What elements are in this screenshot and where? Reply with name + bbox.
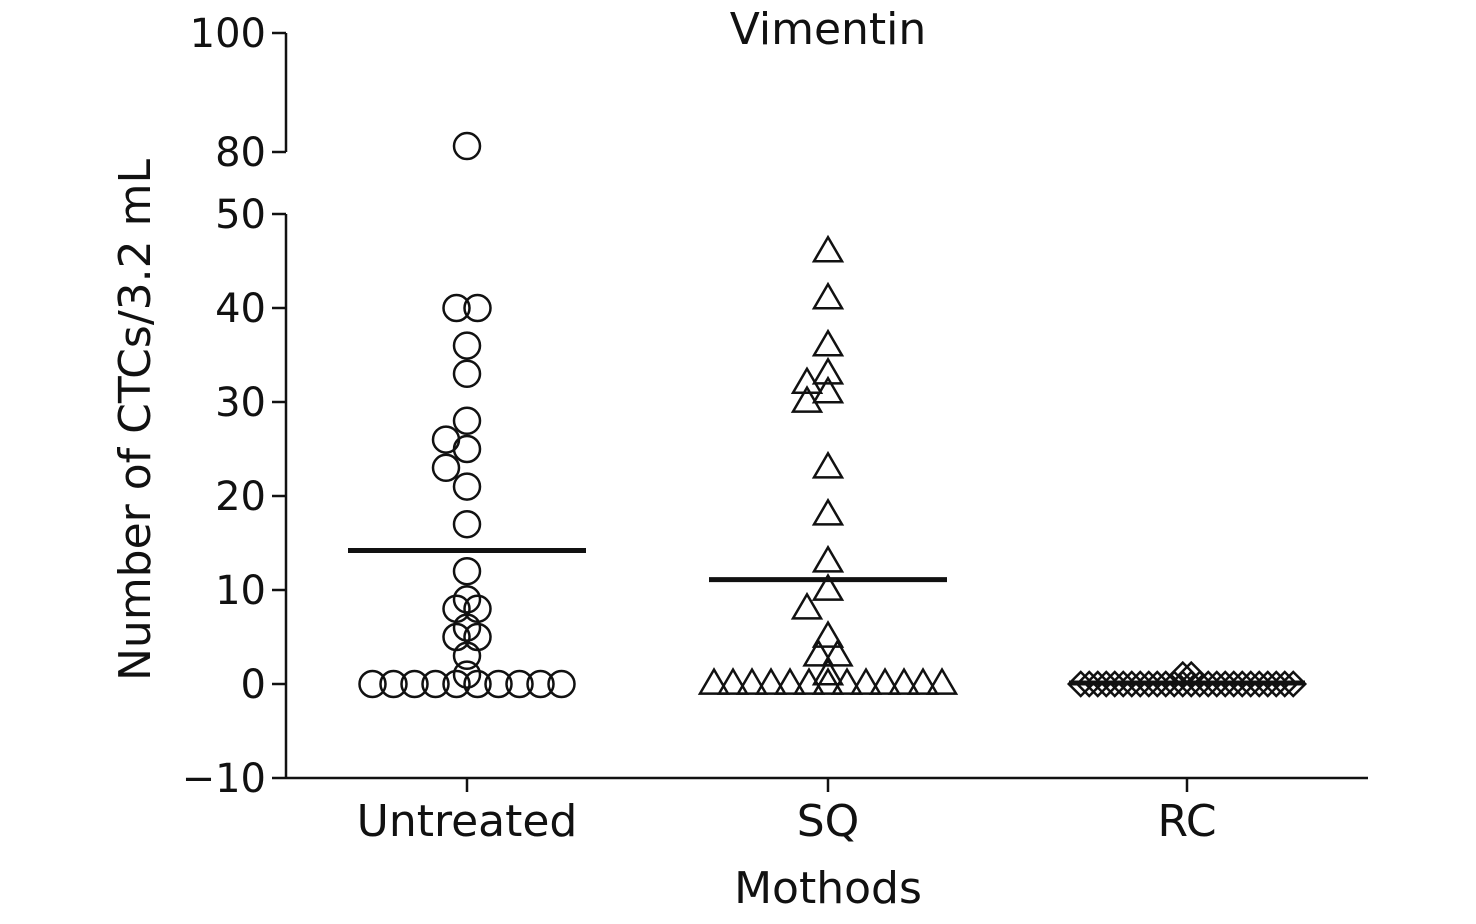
point-triangle xyxy=(754,667,788,695)
point-circle xyxy=(547,669,576,699)
point-triangle xyxy=(790,385,824,413)
point-triangle xyxy=(792,667,826,695)
point-triangle xyxy=(811,356,845,385)
point-triangle xyxy=(811,573,845,601)
point-circle xyxy=(505,669,534,699)
y-tick-label: 40 xyxy=(215,286,266,332)
point-triangle xyxy=(849,667,883,695)
point-circle xyxy=(452,331,482,360)
chart-title: Vimentin xyxy=(730,4,927,55)
point-triangle xyxy=(773,667,807,695)
point-circle xyxy=(452,472,482,501)
point-circle xyxy=(452,359,482,389)
y-tick-label: 100 xyxy=(190,11,266,57)
y-axis-title: Number of CTCs/3.2 mL xyxy=(110,159,161,681)
point-triangle xyxy=(716,667,750,695)
point-triangle xyxy=(790,366,824,395)
point-triangle xyxy=(811,375,845,404)
y-tick-label: 50 xyxy=(215,192,266,238)
point-circle xyxy=(452,641,482,671)
point-circle xyxy=(463,669,492,699)
point-circle xyxy=(442,293,471,323)
point-triangle xyxy=(925,667,959,695)
point-triangle xyxy=(906,667,940,695)
point-circle xyxy=(452,406,482,436)
point-triangle xyxy=(811,450,845,479)
point-triangle xyxy=(697,667,731,695)
point-circle xyxy=(452,613,482,642)
x-tick-label: Untreated xyxy=(357,796,578,847)
point-triangle xyxy=(811,328,845,357)
point-circle xyxy=(452,585,482,614)
point-circle xyxy=(400,669,429,699)
point-triangle xyxy=(868,667,902,695)
point-circle xyxy=(463,293,492,323)
point-circle xyxy=(452,556,482,586)
point-triangle xyxy=(790,591,824,620)
point-diamond xyxy=(1270,670,1299,698)
point-triangle xyxy=(811,620,845,648)
y-tick-label: 80 xyxy=(215,130,266,176)
mean-lines xyxy=(348,548,1305,686)
point-circle xyxy=(526,669,555,699)
point-diamond xyxy=(1279,670,1308,698)
x-tick-label: RC xyxy=(1157,796,1216,847)
data-points xyxy=(358,131,1308,699)
y-tick-label: 30 xyxy=(215,380,266,426)
y-tick-label: 20 xyxy=(215,474,266,520)
y-tick-label: 0 xyxy=(241,662,266,708)
point-circle xyxy=(421,669,450,699)
point-circle xyxy=(452,131,482,161)
y-tick-label: −10 xyxy=(182,756,266,802)
point-triangle xyxy=(887,667,921,695)
point-triangle xyxy=(811,281,845,310)
y-axis-ticks: −10 0 10 20 30 40 50 80 100 xyxy=(182,11,286,802)
x-axis-ticks: Untreated SQ RC xyxy=(357,778,1217,847)
point-triangle xyxy=(802,638,835,667)
point-circle xyxy=(431,453,461,483)
point-triangle xyxy=(735,667,769,695)
x-tick-label: SQ xyxy=(797,796,860,847)
point-triangle xyxy=(811,234,845,263)
point-triangle xyxy=(821,638,854,667)
point-circle xyxy=(379,669,408,699)
point-circle xyxy=(358,669,387,699)
point-circle xyxy=(452,434,482,464)
point-triangle xyxy=(811,667,845,695)
point-triangle xyxy=(811,497,845,526)
y-tick-label: 10 xyxy=(215,568,266,614)
point-triangle xyxy=(811,657,845,686)
point-circle xyxy=(484,669,513,699)
point-circle xyxy=(452,509,482,539)
point-triangle xyxy=(811,544,845,573)
point-circle xyxy=(442,669,471,699)
point-circle xyxy=(452,660,482,689)
x-axis-title: Mothods xyxy=(734,863,922,914)
point-triangle xyxy=(830,667,864,695)
